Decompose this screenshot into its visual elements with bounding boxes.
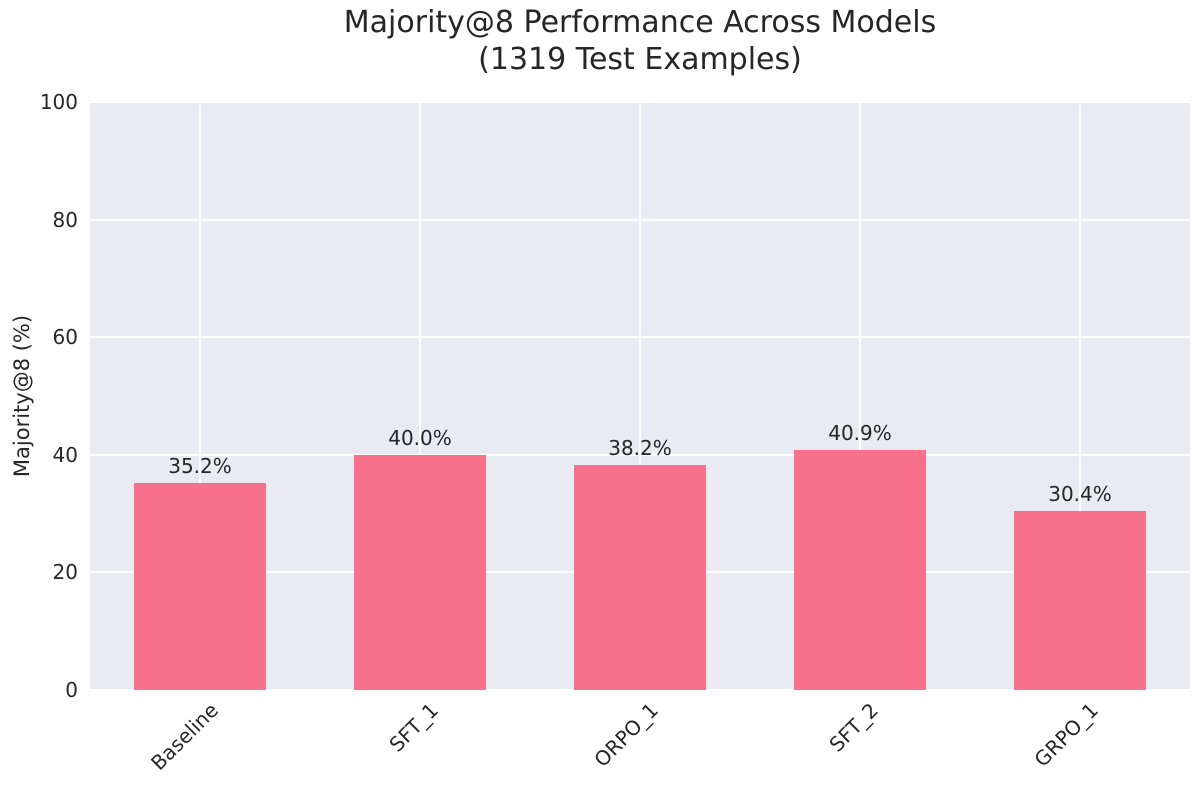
y-tick-label: 100 [39,90,78,114]
y-tick-label: 0 [65,678,78,702]
bar-value-label: 40.9% [828,420,892,445]
bar-value-label: 30.4% [1048,482,1112,507]
plot-area: 35.2% 40.0% 38.2% 40.9% 30.4% [90,101,1190,691]
chart-title: Majority@8 Performance Across Models (131… [90,4,1190,78]
bar-baseline [134,483,266,690]
vertical-gridline [859,102,861,690]
x-tick-label-sft_1: SFT_1 [384,698,443,757]
x-tick-label-baseline: Baseline [146,698,223,775]
vertical-gridline [1079,102,1081,690]
vertical-gridline [419,102,421,690]
y-tick-label: 80 [52,207,78,232]
x-tick-label-orpo_1: ORPO_1 [589,698,663,772]
chart-title-line-1: Majority@8 Performance Across Models [343,5,937,40]
horizontal-gridline [90,689,1190,691]
y-tick-label: 40 [52,442,78,467]
y-tick-label: 60 [52,325,78,350]
x-tick-label-sft_2: SFT_2 [824,698,883,757]
bar-sft_2 [794,449,926,690]
bar-grpo_1 [1014,511,1146,690]
bar-orpo_1 [574,465,706,690]
y-axis-label: Majority@8 (%) [10,314,34,478]
chart-title-line-2: (1319 Test Examples) [478,42,802,77]
vertical-gridline [199,102,201,690]
vertical-gridline [639,102,641,690]
y-tick-label: 20 [52,560,78,585]
bar-value-label: 35.2% [168,454,232,479]
bar-value-label: 38.2% [608,436,672,461]
x-tick-label-grpo_1: GRPO_1 [1029,698,1103,772]
bar-value-label: 40.0% [388,425,452,450]
bar-sft_1 [354,454,486,690]
